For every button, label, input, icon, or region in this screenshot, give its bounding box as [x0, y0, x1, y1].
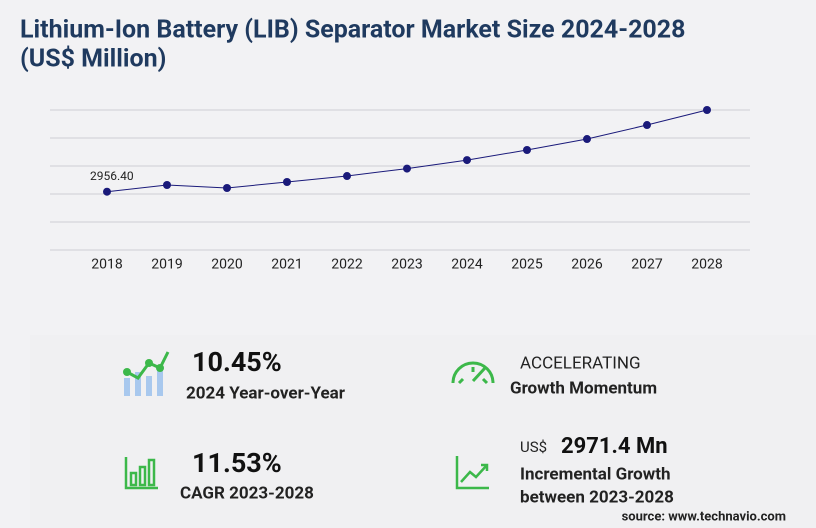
x-tick-label: 2025	[511, 257, 543, 273]
stat-value: 2971.4 Mn	[561, 434, 668, 459]
icon-yoy	[123, 351, 170, 396]
stat-label: CAGR 2023-2028	[180, 483, 314, 503]
point	[283, 178, 291, 187]
point	[463, 156, 471, 165]
x-tick-label: 2027	[631, 257, 663, 273]
line	[106, 109, 708, 193]
stat-value: 10.45%	[192, 346, 282, 378]
icon-gauge	[451, 361, 495, 385]
stat-value: 11.53%	[192, 447, 282, 479]
x-tick-label: 2018	[91, 257, 123, 273]
chart-title: Lithium-Ion Battery (LIB) Separator Mark…	[20, 16, 685, 45]
source: source: www.technavio.com	[622, 509, 786, 524]
plot: 2018 2019 2020 2021 2022 2023 2024 2025 2026 2027…	[50, 106, 750, 273]
icon-growth	[455, 456, 489, 490]
point	[223, 184, 231, 193]
icon-cagr	[124, 457, 158, 490]
data-label: 2956.40	[90, 169, 134, 183]
point	[583, 135, 591, 144]
point	[523, 146, 531, 155]
x-tick-label: 2022	[331, 257, 363, 273]
stat-label: Growth Momentum	[510, 378, 657, 398]
point	[643, 121, 651, 130]
x-tick-label: 2023	[391, 257, 422, 273]
x-tick-label: 2020	[211, 257, 243, 273]
point	[703, 106, 711, 114]
stat-label: 2024 Year-over-Year	[186, 383, 346, 403]
stat-label: between 2023-2028	[520, 487, 674, 507]
stat-value: ACCELERATING	[520, 353, 641, 373]
x-tick-label: 2026	[571, 257, 603, 273]
stat-label: Incremental Growth	[520, 464, 671, 484]
x-tick-label: 2021	[271, 257, 302, 273]
x-tick-label: 2024	[451, 257, 483, 273]
point	[403, 164, 411, 173]
point	[103, 187, 111, 196]
point	[163, 181, 171, 190]
x-tick-label: 2028	[691, 257, 723, 273]
x-tick-label: 2019	[151, 257, 182, 273]
point	[343, 172, 351, 181]
chart-subtitle: (US$ Million)	[20, 45, 166, 74]
stat-prefix: US$	[520, 438, 547, 456]
